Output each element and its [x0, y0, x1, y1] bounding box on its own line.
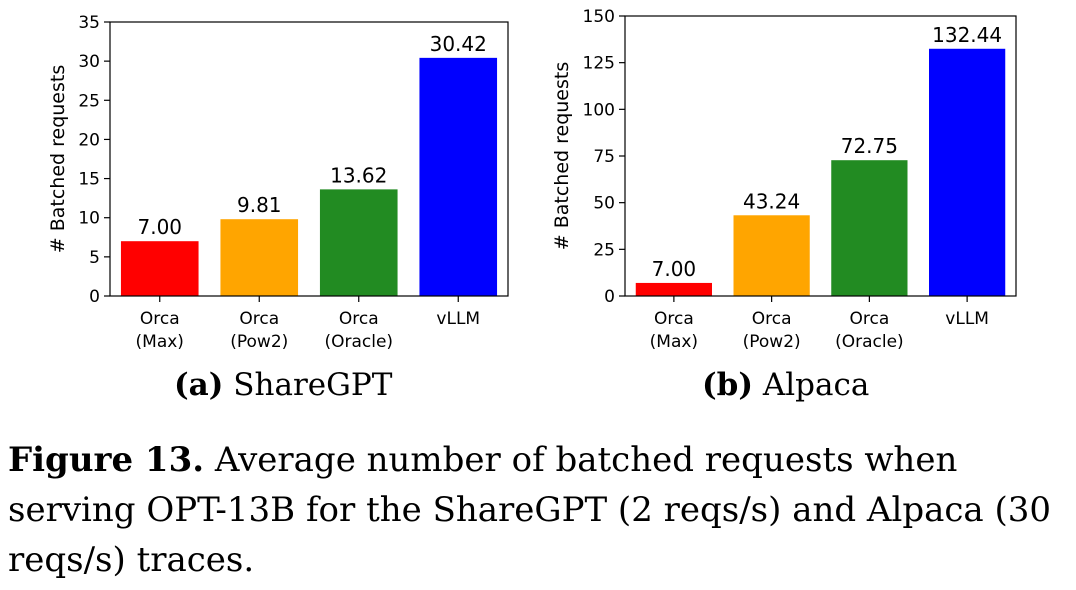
- y-tick-label: 5: [89, 248, 100, 268]
- y-tick-label: 125: [583, 54, 615, 74]
- x-tick-label: (Max): [650, 332, 698, 352]
- y-tick-label: 30: [78, 52, 100, 72]
- y-tick-label: 35: [78, 13, 100, 33]
- x-tick-label: Orca: [140, 309, 180, 329]
- y-tick-label: 50: [593, 194, 615, 214]
- x-tick-label: (Oracle): [324, 332, 393, 352]
- bar-2: [220, 219, 299, 296]
- y-tick-label: 75: [593, 147, 615, 167]
- subcaption-a-tag: (a): [174, 367, 224, 403]
- bar-value-label: 9.81: [237, 193, 282, 217]
- subcaption-b: (b) Alpaca: [702, 367, 869, 403]
- bar-value-label: 7.00: [137, 215, 182, 239]
- figure-caption-label: Figure 13.: [8, 440, 205, 480]
- bar-value-label: 132.44: [932, 23, 1002, 47]
- bar-4: [929, 48, 1006, 296]
- y-tick-label: 15: [78, 170, 100, 190]
- bar-1: [635, 282, 712, 296]
- chart-sharegpt: 7.00 Orca (Max) 9.81 Orca (Pow2) 13.62 Orca (Ora…: [47, 13, 509, 352]
- figure-charts: 7.00 Orca (Max) 9.81 Orca (Pow2) 13.62 Orca (Ora…: [47, 7, 1017, 352]
- x-tick-label: Orca: [339, 309, 379, 329]
- x-tick-label: Orca: [752, 309, 792, 329]
- subcaption-a: (a) ShareGPT: [174, 367, 392, 403]
- plot-frame: [109, 21, 509, 297]
- bar-value-label: 7.00: [652, 257, 697, 281]
- chart-alpaca: 7.00 Orca (Max) 43.24 Orca (Pow2) 72.75 Orca (Or…: [551, 7, 1017, 352]
- bar-3: [831, 160, 908, 296]
- y-tick-label: 25: [78, 91, 100, 111]
- y-tick-label: 10: [78, 209, 100, 229]
- y-tick-label: 20: [78, 130, 100, 150]
- x-tick-label: Orca: [239, 309, 279, 329]
- x-tick-label: (Oracle): [835, 332, 904, 352]
- plot-frame: [624, 15, 1017, 297]
- subcaption-b-text: Alpaca: [762, 367, 870, 403]
- bar-2: [733, 215, 810, 296]
- bar-value-label: 43.24: [743, 189, 800, 213]
- y-axis-label: # Batched requests: [47, 65, 69, 254]
- figure-caption: Figure 13. Average number of batched req…: [8, 435, 1070, 585]
- x-tick-label: (Max): [136, 332, 184, 352]
- subcaption-b-tag: (b): [702, 367, 754, 403]
- x-tick-label: vLLM: [436, 309, 480, 329]
- bar-3: [319, 189, 398, 296]
- x-tick-label: (Pow2): [743, 332, 801, 352]
- bar-4: [419, 57, 498, 296]
- y-axis-label: # Batched requests: [551, 62, 573, 251]
- x-tick-label: vLLM: [945, 309, 989, 329]
- x-tick-label: Orca: [849, 309, 889, 329]
- bar-1: [120, 241, 199, 296]
- bar-value-label: 13.62: [330, 163, 387, 187]
- x-tick-label: (Pow2): [230, 332, 288, 352]
- bar-value-label: 30.42: [430, 32, 487, 56]
- y-tick-label: 100: [583, 100, 615, 120]
- y-tick-label: 25: [593, 240, 615, 260]
- figure-caption-text: Average number of batched requests when …: [8, 440, 1052, 580]
- y-tick-label: 150: [583, 7, 615, 27]
- bar-value-label: 72.75: [841, 134, 898, 158]
- y-tick-label: 0: [604, 287, 615, 307]
- x-tick-label: Orca: [654, 309, 694, 329]
- y-tick-label: 0: [89, 287, 100, 307]
- subcaption-a-text: ShareGPT: [233, 367, 393, 403]
